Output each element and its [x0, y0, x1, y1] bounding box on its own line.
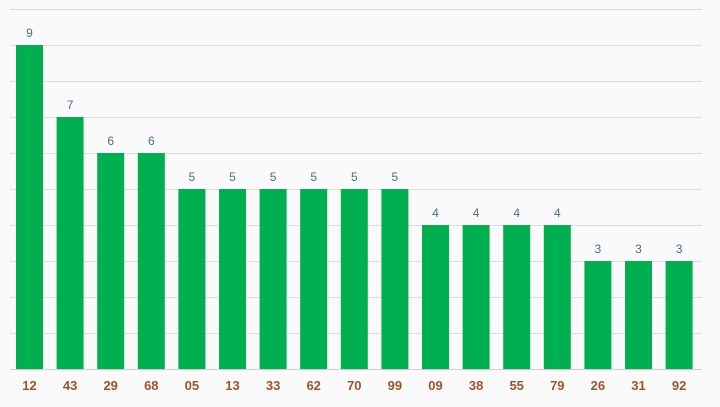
- bar-13: [219, 189, 246, 369]
- value-label-62: 5: [310, 170, 317, 184]
- bar-05: [178, 189, 206, 369]
- bar-12: [16, 45, 43, 369]
- value-label-33: 5: [270, 170, 277, 184]
- x-tick-label-70: 70: [347, 378, 361, 393]
- x-tick-label-38: 38: [469, 378, 483, 393]
- x-tick-label-13: 13: [225, 378, 239, 393]
- value-label-31: 3: [635, 242, 642, 256]
- value-labels: 9 7 6 6 5 5 5 5 5 5 4 4 4 4 3 3 3: [26, 26, 683, 256]
- x-tick-label-43: 43: [63, 378, 77, 393]
- value-label-38: 4: [473, 206, 480, 220]
- bar-33: [259, 189, 287, 369]
- bar-38: [462, 225, 490, 369]
- x-tick-label-33: 33: [266, 378, 280, 393]
- bar-92: [665, 261, 693, 369]
- value-label-12: 9: [26, 26, 33, 40]
- bar-62: [300, 189, 328, 369]
- x-tick-label-26: 26: [591, 378, 605, 393]
- x-tick-label-68: 68: [144, 378, 158, 393]
- value-label-09: 4: [432, 206, 439, 220]
- value-label-26: 3: [595, 242, 602, 256]
- x-tick-label-05: 05: [185, 378, 199, 393]
- value-label-55: 4: [513, 206, 520, 220]
- bar-68: [137, 153, 165, 369]
- bar-29: [97, 153, 125, 369]
- value-label-99: 5: [392, 170, 399, 184]
- x-tick-label-55: 55: [509, 378, 523, 393]
- bars: [16, 45, 693, 369]
- x-tick-label-12: 12: [22, 378, 36, 393]
- value-label-43: 7: [67, 98, 74, 112]
- value-label-13: 5: [229, 170, 236, 184]
- value-label-79: 4: [554, 206, 561, 220]
- bar-43: [56, 117, 84, 369]
- x-tick-label-99: 99: [388, 378, 402, 393]
- x-axis-tick-labels: 12 43 29 68 05 13 33 62 70 99 09 38 55 79 26 31 92: [22, 378, 686, 393]
- x-tick-label-92: 92: [672, 378, 686, 393]
- x-tick-label-09: 09: [428, 378, 442, 393]
- x-tick-label-62: 62: [306, 378, 320, 393]
- bar-26: [584, 261, 612, 369]
- bar-70: [340, 189, 368, 369]
- value-label-05: 5: [189, 170, 196, 184]
- value-label-70: 5: [351, 170, 358, 184]
- bar-79: [543, 225, 571, 369]
- value-label-68: 6: [148, 134, 155, 148]
- x-tick-label-31: 31: [631, 378, 645, 393]
- x-tick-label-29: 29: [103, 378, 117, 393]
- value-label-92: 3: [676, 242, 683, 256]
- bar-09: [422, 225, 449, 369]
- x-tick-label-79: 79: [550, 378, 564, 393]
- bar-31: [625, 261, 652, 369]
- bar-55: [503, 225, 531, 369]
- value-label-29: 6: [107, 134, 114, 148]
- bar-99: [381, 189, 409, 369]
